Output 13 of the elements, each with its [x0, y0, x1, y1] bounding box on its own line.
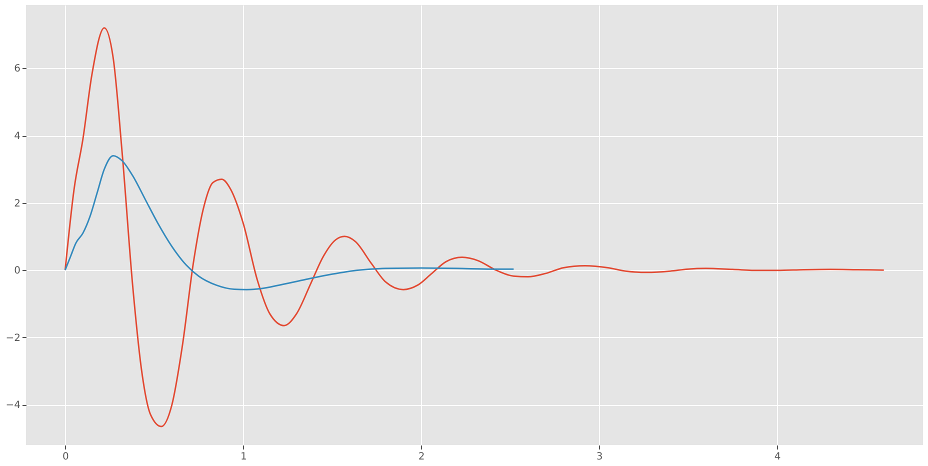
line-series [64, 27, 885, 428]
y-tick-label: 4 [14, 131, 20, 142]
y-tick-label: −4 [6, 400, 20, 412]
line-series [64, 154, 514, 290]
x-tick-label: 0 [62, 452, 69, 462]
y-tick-label: 6 [14, 64, 20, 75]
x-tick-label: 2 [418, 452, 425, 462]
x-tick-label: 3 [596, 452, 603, 462]
y-tick-label: −2 [6, 332, 20, 344]
y-tick-label: 2 [14, 198, 20, 210]
x-tick-label: 4 [774, 452, 781, 462]
x-tick-label: 1 [240, 452, 247, 462]
y-tick-label: 0 [14, 266, 20, 277]
